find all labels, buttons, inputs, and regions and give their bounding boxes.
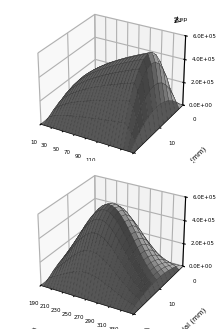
Y-axis label: Axial (mm): Axial (mm) xyxy=(176,146,208,177)
Y-axis label: Axial (mm): Axial (mm) xyxy=(176,307,208,329)
Text: (a)  Top Pad: (a) Top Pad xyxy=(89,173,133,182)
Text: Step: Step xyxy=(174,17,188,22)
X-axis label: Circumferential (deg): Circumferential (deg) xyxy=(30,166,103,194)
X-axis label: Circumferential (deg): Circumferential (deg) xyxy=(30,327,103,329)
